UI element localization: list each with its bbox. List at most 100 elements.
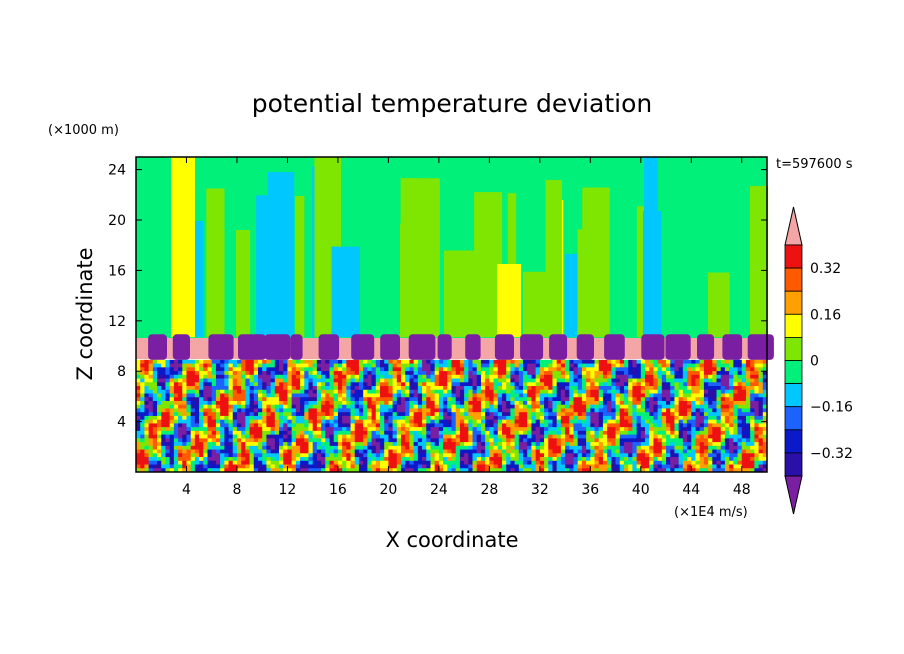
field-cell [375, 438, 381, 443]
field-cell [733, 415, 738, 421]
field-cell [232, 445, 238, 450]
field-cell [556, 419, 562, 424]
field-cell [708, 400, 713, 406]
field-cell [586, 434, 591, 439]
field-cell [396, 415, 402, 421]
field-cell [573, 460, 579, 465]
field-cell [337, 382, 343, 387]
field-cell [539, 427, 545, 432]
field-cell [157, 363, 162, 368]
colorbar-box [784, 406, 803, 431]
field-cell [199, 419, 204, 424]
field-cell [619, 389, 625, 394]
field-cell [464, 453, 469, 458]
field-cell [518, 457, 524, 462]
field-cell [350, 359, 356, 364]
field-cell [304, 415, 309, 421]
field-cell [358, 419, 364, 424]
field-cell [497, 430, 503, 436]
field-cell [666, 453, 671, 458]
field-cell [312, 371, 318, 376]
field-cell [241, 382, 246, 387]
field-cell [401, 359, 406, 364]
field-cell [224, 427, 229, 432]
field-cell [741, 374, 747, 379]
field-cell [716, 434, 722, 439]
field-cell [283, 423, 288, 428]
field-cell [695, 415, 701, 421]
field-cell [506, 464, 511, 469]
field-cell [388, 371, 394, 376]
field-cell [602, 389, 608, 394]
field-cell [531, 386, 537, 391]
field-cell [270, 415, 276, 421]
field-cell [514, 359, 520, 364]
field-cell [590, 423, 595, 428]
y-tick-label: 8 [117, 364, 126, 380]
field-cell [316, 453, 322, 458]
field-cell [308, 393, 314, 398]
field-cell [333, 415, 339, 421]
field-cell [165, 457, 171, 462]
field-cell [354, 404, 360, 409]
field-cell [136, 438, 141, 443]
field-cell [695, 359, 701, 364]
field-cell [539, 464, 545, 469]
field-cell [628, 460, 633, 465]
inversion-blob [264, 334, 291, 360]
field-cell [468, 408, 473, 413]
field-cell [228, 393, 234, 398]
field-cell [699, 382, 705, 387]
field-cell [527, 408, 532, 413]
field-cell [350, 438, 356, 443]
field-cell [270, 438, 276, 443]
field-cell [262, 419, 267, 424]
field-cell [661, 453, 667, 458]
field-cell [304, 397, 309, 402]
field-cell [451, 400, 457, 406]
field-cell [283, 445, 288, 450]
field-cell [308, 460, 314, 465]
field-cell [712, 468, 717, 473]
field-cell [182, 464, 187, 469]
field-cell [640, 460, 646, 465]
field-cell [291, 378, 297, 383]
field-cell [539, 404, 545, 409]
field-cell [316, 393, 322, 398]
field-cell [455, 359, 461, 364]
field-cell [548, 367, 553, 372]
field-cell [274, 449, 280, 454]
field-cell [581, 363, 587, 368]
field-cell [560, 397, 566, 402]
field-cell [687, 393, 692, 398]
field-cell [716, 430, 722, 436]
field-cell [220, 430, 225, 436]
field-cell [733, 464, 738, 469]
field-cell [636, 386, 642, 391]
field-cell [194, 460, 200, 465]
field-cell [674, 371, 680, 376]
field-cell [224, 412, 229, 417]
field-cell [750, 382, 755, 387]
field-cell [266, 445, 272, 450]
field-cell [325, 397, 330, 402]
field-cell [232, 434, 238, 439]
field-cell [640, 404, 646, 409]
field-cell [157, 427, 162, 432]
field-cell [464, 419, 469, 424]
field-cell [640, 430, 646, 436]
field-cell [636, 457, 642, 462]
field-cell [283, 464, 288, 469]
field-cell [430, 427, 436, 432]
field-cell [152, 371, 158, 376]
field-cell [670, 386, 675, 391]
field-cell [224, 408, 229, 413]
field-cell [514, 415, 520, 421]
field-cell [358, 359, 364, 364]
field-cell [350, 442, 356, 447]
field-cell [556, 464, 562, 469]
field-cell [678, 371, 684, 376]
field-cell [758, 378, 764, 383]
upper-layer-streaks [171, 157, 769, 338]
field-cell [236, 408, 242, 413]
